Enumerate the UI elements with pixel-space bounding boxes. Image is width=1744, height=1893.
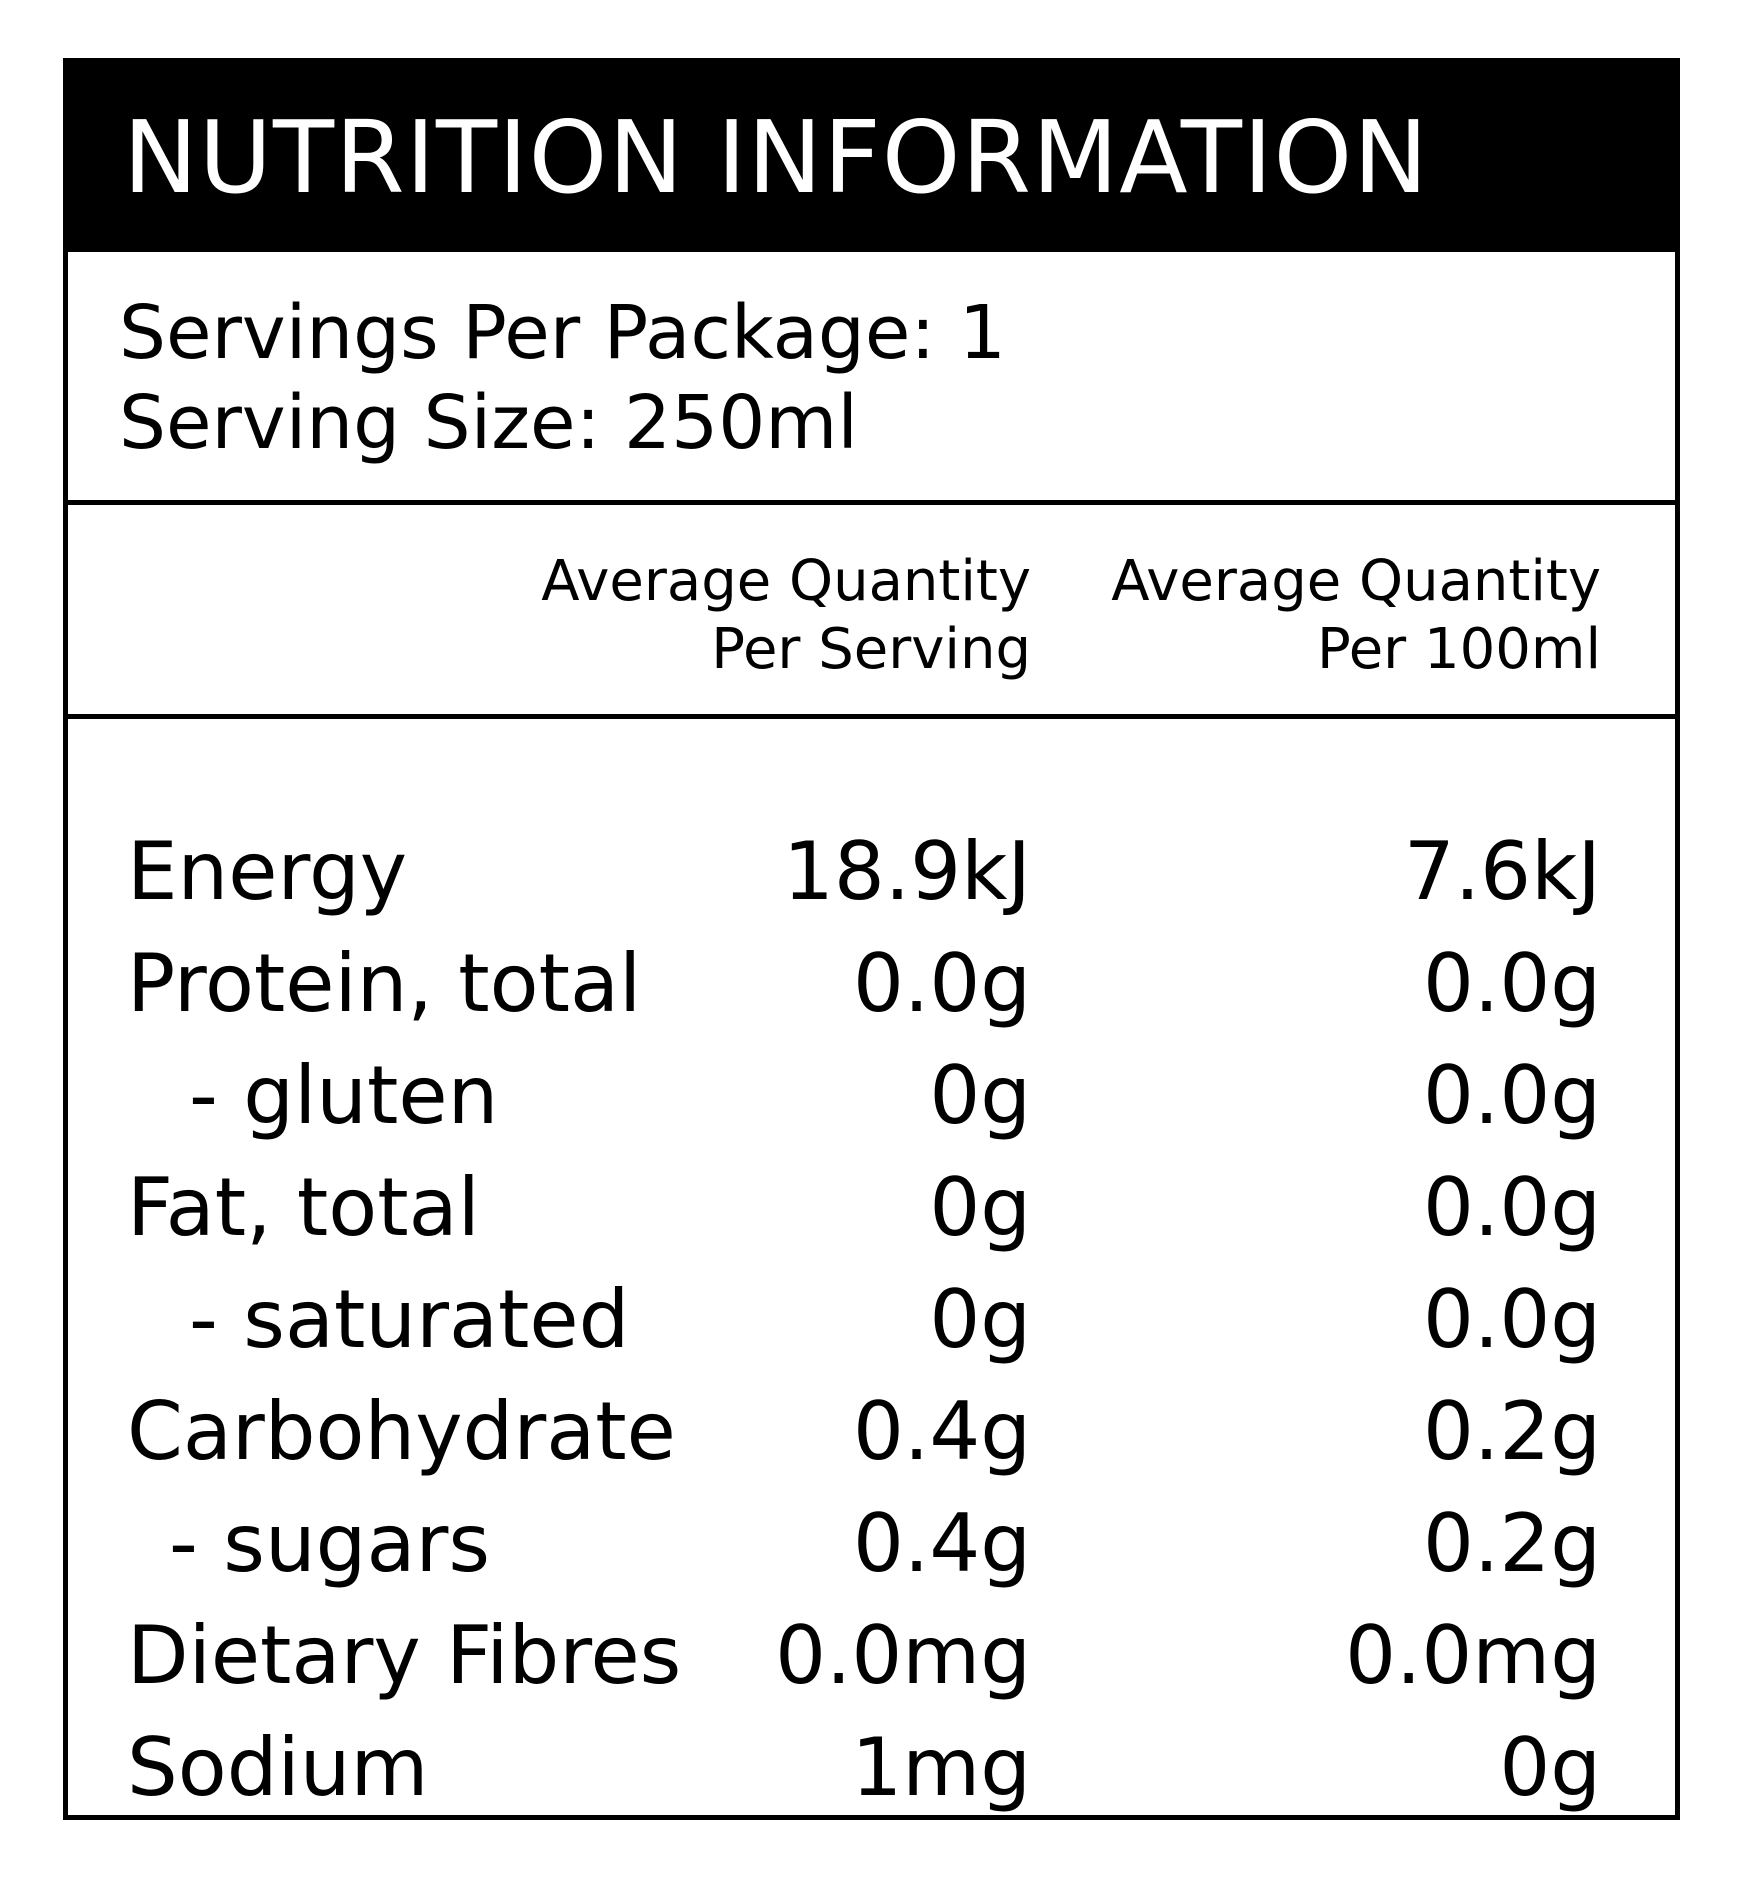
table-row: Fat, total 0g 0.0g xyxy=(68,1152,1675,1264)
table-row: - saturated 0g 0.0g xyxy=(68,1264,1675,1376)
value-per-serving: 0.0mg xyxy=(775,1609,1031,1702)
table-row: - sugars 0.4g 0.2g xyxy=(68,1488,1675,1600)
value-per-100ml: 0.0g xyxy=(1422,1161,1601,1254)
nutrient-name: Protein, total xyxy=(127,937,642,1030)
value-per-100ml: 0g xyxy=(1499,1721,1601,1814)
column-header-per-serving: Average Quantity Per Serving xyxy=(541,548,1031,684)
nutrient-name: Sodium xyxy=(127,1721,429,1814)
value-per-100ml: 0.0g xyxy=(1422,1273,1601,1366)
nutrient-name: Carbohydrate xyxy=(127,1385,676,1478)
servings-per-package: Servings Per Package: 1 xyxy=(119,290,1006,376)
nutrient-table: Energy 18.9kJ 7.6kJ Protein, total 0.0g … xyxy=(68,816,1675,1824)
nutrient-name: Dietary Fibres xyxy=(127,1609,682,1702)
table-row: Energy 18.9kJ 7.6kJ xyxy=(68,816,1675,928)
title-bar: NUTRITION INFORMATION xyxy=(68,63,1675,252)
nutrient-name: Fat, total xyxy=(127,1161,480,1254)
value-per-serving: 0g xyxy=(929,1273,1031,1366)
value-per-100ml: 0.0g xyxy=(1422,937,1601,1030)
nutrient-name: - sugars xyxy=(169,1497,491,1590)
table-row: Dietary Fibres 0.0mg 0.0mg xyxy=(68,1600,1675,1712)
servings-info: Servings Per Package: 1 Serving Size: 25… xyxy=(119,288,1006,468)
column-header-line: Per 100ml xyxy=(1316,617,1601,682)
table-row: Carbohydrate 0.4g 0.2g xyxy=(68,1376,1675,1488)
serving-size: Serving Size: 250ml xyxy=(119,380,858,466)
value-per-serving: 0.0g xyxy=(852,937,1031,1030)
column-header-line: Average Quantity xyxy=(1111,549,1601,614)
nutrient-name: - saturated xyxy=(189,1273,630,1366)
value-per-100ml: 0.0mg xyxy=(1345,1609,1601,1702)
column-header-line: Per Serving xyxy=(711,617,1031,682)
divider xyxy=(68,714,1675,719)
value-per-serving: 18.9kJ xyxy=(782,825,1031,918)
value-per-100ml: 0.2g xyxy=(1422,1497,1601,1590)
value-per-serving: 0.4g xyxy=(852,1497,1031,1590)
value-per-serving: 0.4g xyxy=(852,1385,1031,1478)
nutrient-name: Energy xyxy=(127,825,408,918)
value-per-serving: 0g xyxy=(929,1049,1031,1142)
divider xyxy=(68,500,1675,505)
table-row: Protein, total 0.0g 0.0g xyxy=(68,928,1675,1040)
column-header-per-100ml: Average Quantity Per 100ml xyxy=(1111,548,1601,684)
panel-title: NUTRITION INFORMATION xyxy=(123,99,1429,216)
nutrition-panel: NUTRITION INFORMATION Servings Per Packa… xyxy=(63,58,1680,1820)
value-per-100ml: 7.6kJ xyxy=(1403,825,1601,918)
value-per-serving: 0g xyxy=(929,1161,1031,1254)
value-per-100ml: 0.2g xyxy=(1422,1385,1601,1478)
table-row: Sodium 1mg 0g xyxy=(68,1712,1675,1824)
table-row: - gluten 0g 0.0g xyxy=(68,1040,1675,1152)
column-header-line: Average Quantity xyxy=(541,549,1031,614)
value-per-serving: 1mg xyxy=(851,1721,1031,1814)
value-per-100ml: 0.0g xyxy=(1422,1049,1601,1142)
nutrient-name: - gluten xyxy=(189,1049,499,1142)
